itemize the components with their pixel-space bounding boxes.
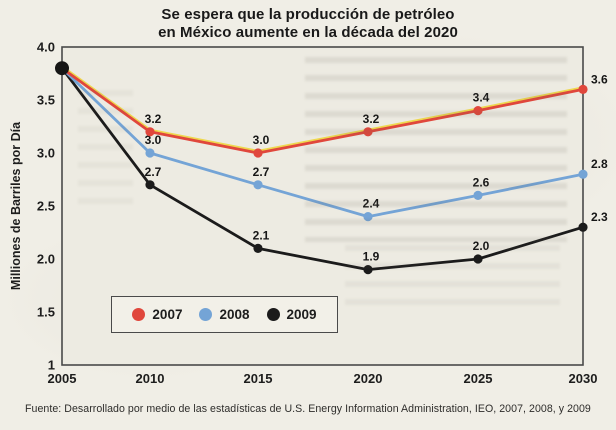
data-label-2009: 2.7 [145, 165, 162, 179]
chart-title-line1: Se espera que la producción de petróleo [161, 6, 455, 23]
data-point-2009 [253, 243, 263, 253]
data-label-2007: 3.2 [145, 112, 162, 126]
data-point-2008 [473, 190, 483, 200]
y-tick-label: 3.5 [37, 93, 55, 108]
legend-label: 2009 [286, 307, 317, 322]
data-label-2009: 2.0 [473, 239, 490, 253]
data-label-2007: 3.0 [253, 133, 270, 147]
y-tick-label: 4.0 [37, 40, 55, 55]
series-line-edge-2007 [61, 65, 584, 153]
chart-title: Se espera que la producción de petróleo … [0, 6, 616, 42]
data-point-2007 [473, 106, 483, 116]
legend-label: 2007 [152, 307, 183, 322]
data-label-2008: 2.8 [591, 157, 608, 171]
start-data-point [55, 61, 69, 76]
source-note: Fuente: Desarrollado por medio de las es… [25, 403, 591, 415]
data-point-2007 [253, 148, 263, 158]
data-label-2007: 3.2 [363, 112, 380, 126]
series-line-2008 [61, 67, 584, 219]
x-tick-label: 2030 [569, 371, 598, 386]
x-tick-label: 2010 [136, 371, 165, 386]
data-point-2008 [253, 180, 263, 190]
legend-item-2007: 2007 [132, 307, 182, 322]
data-point-2007 [363, 127, 373, 137]
x-tick-label: 2025 [464, 371, 493, 386]
data-label-2008: 2.7 [253, 165, 270, 179]
data-label-2009: 2.3 [591, 210, 608, 224]
series-line-2007 [61, 67, 584, 155]
legend-item-2009: 2009 [266, 307, 317, 322]
y-tick-label: 2.0 [37, 252, 55, 267]
legend: 2007 2008 2009 [111, 296, 338, 333]
x-tick-label: 2015 [244, 371, 273, 386]
y-tick-label: 2.5 [37, 199, 55, 214]
x-tick-label: 2005 [48, 371, 77, 386]
data-point-2009 [145, 180, 155, 190]
data-point-2007 [145, 127, 155, 137]
legend-dot-icon [266, 308, 280, 321]
data-point-2008 [363, 212, 373, 222]
legend-dot-icon [132, 308, 146, 321]
data-label-2009: 2.1 [253, 228, 270, 242]
data-label-2008: 2.6 [473, 175, 490, 189]
data-point-2009 [578, 222, 588, 232]
x-tick-label: 2020 [354, 371, 383, 386]
data-label-2008: 3.0 [145, 133, 162, 147]
series-line-2009 [60, 67, 584, 272]
data-label-2008: 2.4 [363, 197, 380, 211]
legend-item-2008: 2008 [199, 307, 250, 322]
y-tick-label: 1 [48, 358, 55, 373]
y-tick-label: 1.5 [37, 305, 55, 320]
data-point-2007 [578, 84, 588, 94]
legend-label: 2008 [219, 307, 250, 322]
data-label-2007: 3.6 [591, 72, 608, 86]
data-point-2008 [578, 169, 588, 179]
data-point-2008 [145, 148, 155, 158]
data-label-2009: 1.9 [363, 250, 380, 264]
y-tick-label: 3.0 [37, 146, 55, 161]
data-point-2009 [473, 254, 483, 264]
chart-title-line2: en México aumente en la década del 2020 [158, 24, 458, 41]
data-label-2007: 3.4 [473, 91, 490, 105]
data-point-2009 [363, 265, 373, 275]
legend-dot-icon [199, 308, 213, 321]
